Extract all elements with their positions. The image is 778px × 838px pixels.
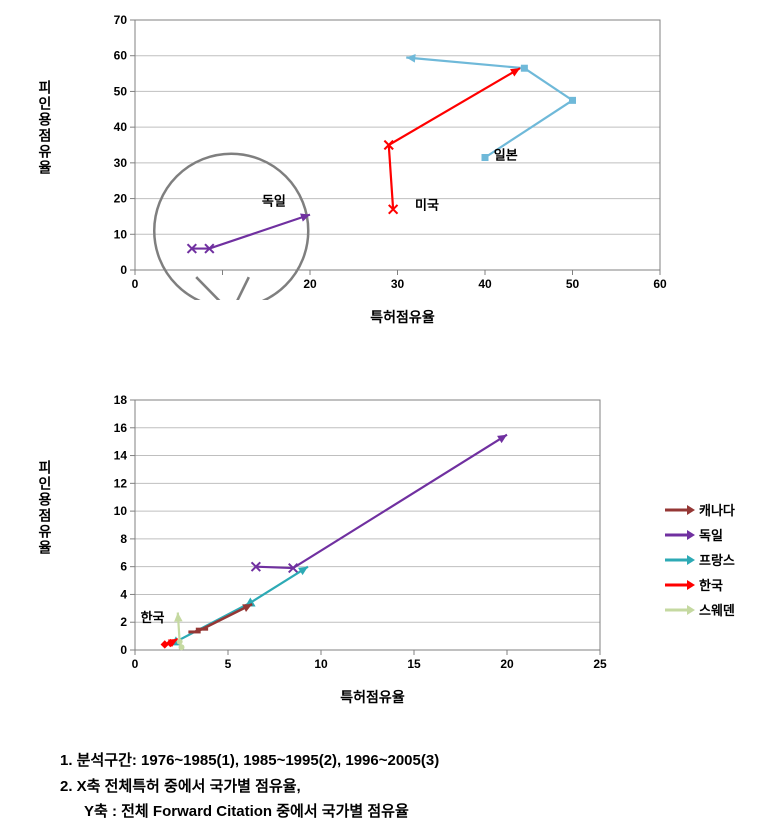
svg-text:2: 2: [120, 615, 127, 629]
series-label-독일: 독일: [262, 194, 286, 209]
svg-text:4: 4: [120, 587, 127, 601]
legend-label: 독일: [699, 525, 723, 544]
svg-text:12: 12: [114, 476, 128, 490]
svg-text:50: 50: [566, 277, 580, 291]
legend-label: 캐나다: [699, 500, 735, 519]
svg-text:60: 60: [653, 277, 667, 291]
chart-1: 피인용점유율 0102030405060700102030405060일본미국독…: [90, 10, 670, 327]
svg-text:50: 50: [114, 84, 128, 98]
legend-item-프랑스: 프랑스: [665, 550, 735, 569]
svg-text:15: 15: [407, 657, 421, 671]
svg-text:16: 16: [114, 421, 128, 435]
legend-label: 스웨덴: [699, 600, 735, 619]
chart-2: 피인용점유율 0246810121416180510152025한국 특허점유율: [90, 390, 610, 707]
svg-text:0: 0: [120, 643, 127, 657]
svg-text:30: 30: [114, 156, 128, 170]
svg-text:18: 18: [114, 393, 128, 407]
annotation-line: 2. X축 전체특허 중에서 국가별 점유율,: [60, 774, 758, 800]
svg-text:0: 0: [132, 657, 139, 671]
legend-arrow-icon: [665, 528, 695, 542]
annotations: 1. 분석구간: 1976~1985(1), 1985~1995(2), 199…: [0, 740, 778, 825]
svg-text:30: 30: [391, 277, 405, 291]
chart1-ylabel: 피인용점유율: [35, 80, 55, 176]
chart2-ylabel: 피인용점유율: [35, 460, 55, 556]
svg-text:20: 20: [114, 192, 128, 206]
chart1-xlabel: 특허점유율: [90, 307, 670, 327]
legend-item-한국: 한국: [665, 575, 735, 594]
svg-text:6: 6: [120, 560, 127, 574]
legend-arrow-icon: [665, 603, 695, 617]
svg-text:8: 8: [120, 532, 127, 546]
svg-text:10: 10: [114, 227, 128, 241]
svg-text:40: 40: [478, 277, 492, 291]
svg-text:0: 0: [120, 263, 127, 277]
legend-label: 한국: [699, 575, 723, 594]
chart1-svg: 0102030405060700102030405060일본미국독일: [90, 10, 670, 300]
svg-text:40: 40: [114, 120, 128, 134]
svg-text:60: 60: [114, 49, 128, 63]
svg-text:20: 20: [500, 657, 514, 671]
chart2-xlabel: 특허점유율: [90, 687, 610, 707]
svg-text:25: 25: [593, 657, 607, 671]
legend-arrow-icon: [665, 503, 695, 517]
legend-label: 프랑스: [699, 550, 735, 569]
svg-text:20: 20: [303, 277, 317, 291]
svg-text:14: 14: [114, 449, 128, 463]
chart2-svg: 0 2 4 6 8 10 12 14 16 18 0 5 10 15 20 25 한국: [90, 390, 610, 680]
annotation-line: 1. 분석구간: 1976~1985(1), 1985~1995(2), 199…: [60, 748, 758, 774]
annotation-line: Y축 : 전체 Forward Citation 중에서 국가별 점유율: [60, 799, 758, 825]
legend-arrow-icon: [665, 578, 695, 592]
legend-item-독일: 독일: [665, 525, 735, 544]
series-label-한국: 한국: [141, 610, 165, 625]
svg-text:70: 70: [114, 13, 128, 27]
legend: 캐나다독일프랑스한국스웨덴: [665, 500, 735, 625]
svg-text:10: 10: [114, 504, 128, 518]
legend-arrow-icon: [665, 553, 695, 567]
series-label-일본: 일본: [494, 147, 518, 162]
legend-item-캐나다: 캐나다: [665, 500, 735, 519]
series-label-미국: 미국: [415, 197, 439, 212]
svg-text:0: 0: [132, 277, 139, 291]
svg-text:10: 10: [314, 657, 328, 671]
svg-text:5: 5: [225, 657, 232, 671]
legend-item-스웨덴: 스웨덴: [665, 600, 735, 619]
